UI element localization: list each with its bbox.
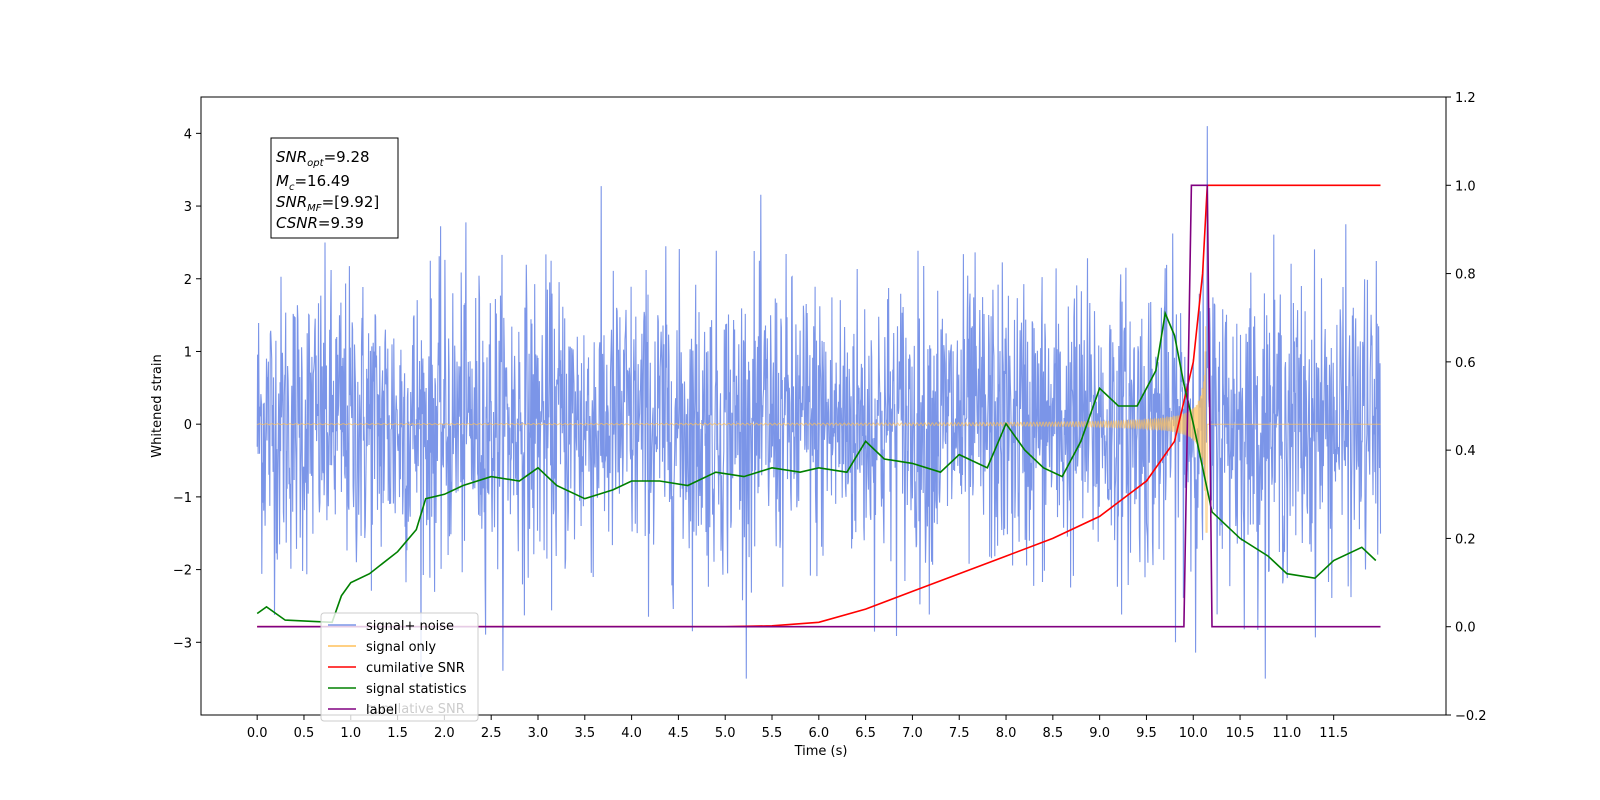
legend-label: signal only — [366, 640, 436, 655]
legend-item: label — [328, 703, 397, 718]
legend-item: cumilative SNR — [328, 661, 465, 676]
x-tick-label: 4.0 — [621, 726, 642, 741]
y-tick-label: −2 — [173, 564, 192, 579]
x-tick-label: 0.5 — [294, 726, 315, 741]
y-tick-label: 0 — [184, 418, 192, 433]
y-tick-label: 1 — [184, 345, 192, 360]
y2-tick-label: 0.2 — [1455, 532, 1476, 547]
snr-mf-text: SNRMF=[9.92] — [276, 193, 379, 214]
y-axis-left: −3 −2 −1 0 1 2 3 4 — [173, 127, 201, 651]
series-signal-statistics — [256, 310, 1377, 624]
y2-tick-label: 0.6 — [1455, 356, 1476, 371]
x-tick-label: 10.0 — [1179, 726, 1208, 741]
legend-item: signal+ noise — [328, 619, 454, 634]
y2-tick-label: 1.0 — [1455, 179, 1476, 194]
stats-box: SNRopt=9.28 Mc=16.49 SNRMF=[9.92] CSNR=9… — [270, 137, 399, 239]
y-tick-label: 4 — [184, 127, 192, 142]
legend-item: signal only — [328, 640, 436, 655]
x-tick-label: 9.5 — [1136, 726, 1157, 741]
x-tick-label: 0.0 — [247, 726, 268, 741]
x-tick-label: 3.0 — [528, 726, 549, 741]
legend: cumilative SNR signal+ noise signal only c… — [320, 612, 479, 722]
legend-label: cumilative SNR — [366, 661, 465, 676]
mc-text: Mc=16.49 — [276, 172, 350, 193]
series-layer — [256, 126, 1382, 679]
x-tick-label: 5.0 — [715, 726, 736, 741]
y-axis-label: Whitened strain — [150, 354, 165, 457]
y2-tick-label: 0.0 — [1455, 621, 1476, 636]
y2-tick-label: −0.2 — [1455, 709, 1487, 724]
y2-tick-label: 0.8 — [1455, 268, 1476, 283]
x-tick-label: 5.5 — [762, 726, 783, 741]
x-tick-label: 2.5 — [481, 726, 502, 741]
x-axis-label: Time (s) — [794, 744, 848, 759]
y-tick-label: 3 — [184, 200, 192, 215]
snr-opt-text: SNRopt=9.28 — [276, 148, 370, 169]
legend-item: signal statistics — [328, 682, 467, 697]
x-tick-label: 1.5 — [387, 726, 408, 741]
y2-tick-label: 1.2 — [1455, 91, 1476, 106]
x-tick-label: 11.0 — [1272, 726, 1301, 741]
x-tick-label: 3.5 — [574, 726, 595, 741]
x-tick-label: 7.0 — [902, 726, 923, 741]
series-cumulative-snr — [257, 184, 1381, 628]
y-tick-label: −1 — [173, 491, 192, 506]
x-tick-label: 9.0 — [1089, 726, 1110, 741]
legend-label: label — [366, 703, 397, 718]
x-tick-label: 10.5 — [1226, 726, 1255, 741]
csnr-text: CSNR=9.39 — [276, 214, 364, 232]
y-tick-label: 2 — [184, 273, 192, 288]
x-tick-label: 1.0 — [340, 726, 361, 741]
legend-label: signal statistics — [366, 682, 467, 697]
plot-frame — [200, 96, 1447, 716]
y-axis-right: −0.2 0.0 0.2 0.4 0.6 0.8 1.0 1.2 — [1446, 91, 1487, 724]
series-label — [257, 184, 1381, 628]
x-tick-label: 7.5 — [949, 726, 970, 741]
x-tick-label: 2.0 — [434, 726, 455, 741]
x-tick-label: 11.5 — [1319, 726, 1348, 741]
x-tick-label: 8.5 — [1042, 726, 1063, 741]
x-tick-label: 6.5 — [855, 726, 876, 741]
x-tick-label: 6.0 — [808, 726, 829, 741]
y-tick-label: −3 — [173, 636, 192, 651]
x-axis: 0.0 0.5 1.0 1.5 2.0 2.5 3.0 3.5 4.0 4.5 5.0 5.5 6.0 6… — [247, 715, 1348, 741]
series-signal-only — [257, 326, 1381, 533]
y2-tick-label: 0.4 — [1455, 444, 1476, 459]
legend-ghost-text: cumilative SNR — [366, 702, 465, 717]
x-tick-label: 8.0 — [996, 726, 1017, 741]
x-tick-label: 4.5 — [668, 726, 689, 741]
legend-label: signal+ noise — [366, 619, 454, 634]
